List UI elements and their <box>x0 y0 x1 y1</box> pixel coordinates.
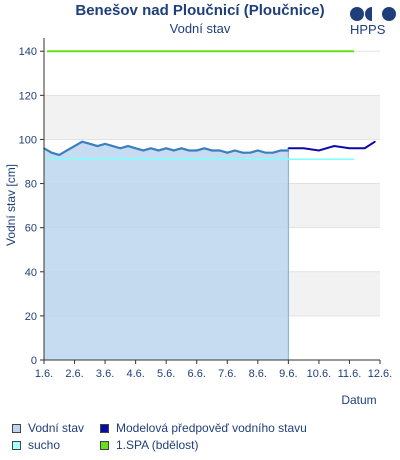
data-point <box>165 147 167 150</box>
data-point <box>173 149 175 152</box>
data-point <box>279 149 282 152</box>
data-point <box>104 143 106 145</box>
data-point <box>50 151 53 154</box>
legend-label: 1.SPA (bdělost) <box>116 438 199 452</box>
x-axis-label: Datum <box>341 393 376 407</box>
y-tick-labels: 0 20 40 60 80 100 120 140 <box>19 46 37 367</box>
legend-swatch-vodni-stav <box>12 423 21 433</box>
y-axis-label: Vodní stav [cm] <box>4 164 18 246</box>
data-point <box>318 149 320 152</box>
data-point <box>363 147 366 150</box>
data-point <box>157 149 160 152</box>
y-tick-label: 120 <box>19 90 37 102</box>
data-point <box>203 147 206 150</box>
data-point <box>111 145 114 147</box>
x-tick-label: 1.6. <box>35 368 53 380</box>
legend-item-model: Modelová předpověď vodního stavu <box>100 421 307 435</box>
legend-item-sucho: sucho <box>12 438 60 452</box>
data-point <box>302 147 305 150</box>
x-tick-label: 5.6. <box>157 368 175 380</box>
x-tick-label: 10.6. <box>307 368 331 380</box>
data-point <box>89 143 91 145</box>
data-point <box>58 154 61 156</box>
x-tick-label: 9.6. <box>279 368 297 380</box>
data-point <box>287 147 290 150</box>
data-point <box>127 145 129 147</box>
legend-label: Vodní stav <box>28 421 85 435</box>
y-tick-label: 0 <box>31 355 37 367</box>
legend-label: Modelová předpověď vodního stavu <box>116 421 307 435</box>
legend-item-vodni-stav: Vodní stav <box>12 421 84 435</box>
legend-swatch-sucho <box>12 440 21 450</box>
x-tick-label: 12.6. <box>368 368 392 380</box>
data-point <box>374 140 376 143</box>
data-point <box>150 147 152 150</box>
legend-swatch-model <box>100 423 109 433</box>
data-point <box>66 149 68 152</box>
data-point <box>287 149 290 152</box>
plot-band <box>44 95 380 140</box>
axes <box>40 38 381 364</box>
series-line <box>288 140 376 152</box>
y-tick-label: 40 <box>25 267 37 279</box>
x-tick-label: 4.6. <box>126 368 144 380</box>
water-level-chart: 0 20 40 60 80 100 120 140 1.6. 2.6. 3.6. 4.6. 5.6. 6… <box>4 38 392 407</box>
y-tick-label: 100 <box>19 134 37 146</box>
data-point <box>226 151 229 154</box>
x-tick-label: 6.6. <box>188 368 206 380</box>
threshold-lines <box>47 50 354 161</box>
y-tick-label: 80 <box>25 179 37 191</box>
x-tick-label: 8.6. <box>249 368 267 380</box>
data-point <box>218 149 221 152</box>
data-point <box>180 147 183 150</box>
data-point <box>73 145 76 147</box>
x-tick-label: 7.6. <box>218 368 236 380</box>
logo-text: HPPS <box>350 22 386 37</box>
x-tick-labels: 1.6. 2.6. 3.6. 4.6. 5.6. 6.6. 7.6. 8.6. 9.6. 10.6… <box>35 368 392 380</box>
data-point <box>333 145 335 147</box>
data-point <box>257 149 259 152</box>
x-tick-label: 3.6. <box>96 368 114 380</box>
y-tick-label: 140 <box>19 46 37 58</box>
data-point <box>241 151 244 154</box>
legend-swatch-spa <box>100 440 109 450</box>
series-lines <box>43 140 376 157</box>
legend-label: sucho <box>28 438 61 452</box>
data-point <box>119 147 122 150</box>
data-point <box>264 151 267 154</box>
data-point <box>188 149 190 152</box>
data-point <box>348 147 351 150</box>
data-point <box>195 149 198 152</box>
data-point <box>142 149 145 152</box>
y-tick-label: 60 <box>25 223 37 235</box>
data-point <box>134 147 137 150</box>
chart-title: Benešov nad Ploučnicí (Ploučnice) <box>75 2 325 19</box>
data-point <box>96 145 99 147</box>
x-tick-label: 2.6. <box>65 368 83 380</box>
data-point <box>249 151 251 154</box>
chart-subtitle: Vodní stav <box>169 21 231 36</box>
data-point <box>211 149 213 152</box>
data-point <box>272 151 274 154</box>
y-tick-label: 20 <box>25 311 37 323</box>
hpps-logo-icon <box>350 7 396 21</box>
data-point <box>81 140 83 143</box>
observed-area <box>43 141 289 361</box>
data-point <box>234 149 236 152</box>
observed-area-fill <box>43 141 289 361</box>
x-tick-label: 11.6. <box>338 368 362 380</box>
legend-item-spa: 1.SPA (bdělost) <box>100 438 199 452</box>
